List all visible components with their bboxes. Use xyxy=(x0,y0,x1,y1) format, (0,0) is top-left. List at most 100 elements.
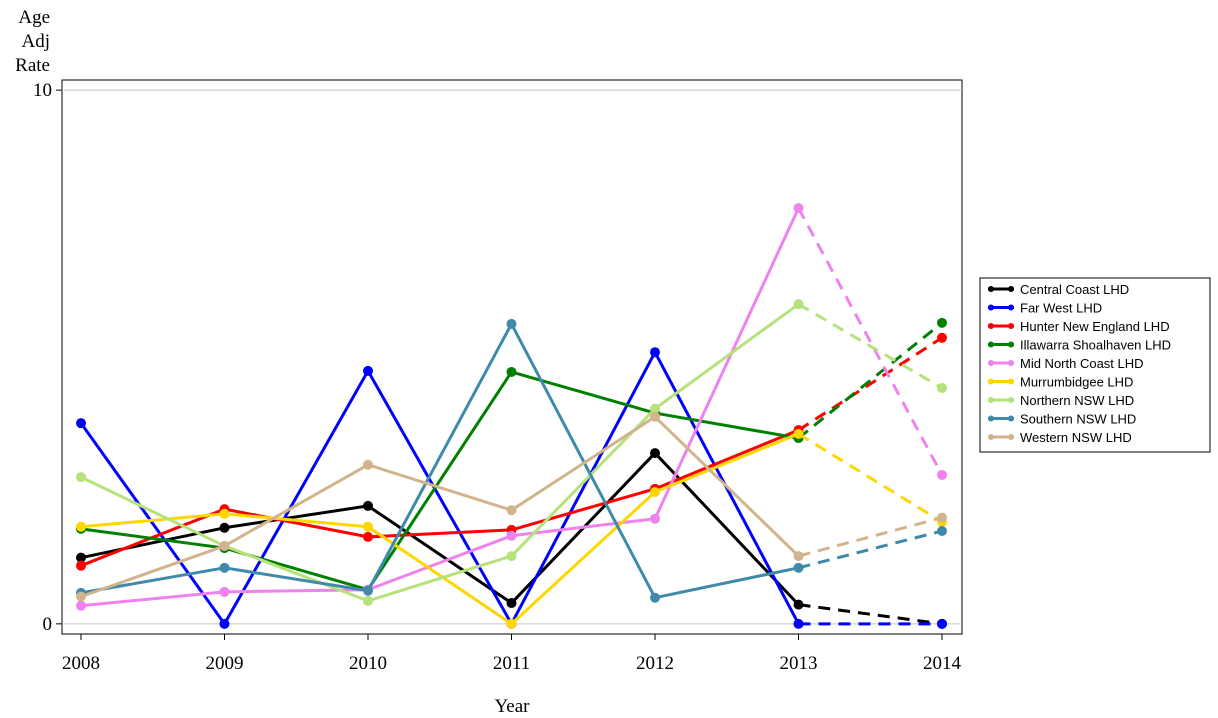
data-point xyxy=(937,525,947,536)
data-point xyxy=(506,530,517,541)
legend-label: Hunter New England LHD xyxy=(1020,319,1170,334)
data-point xyxy=(793,618,804,629)
legend-marker xyxy=(988,360,994,366)
series-line xyxy=(80,302,800,603)
legend-label: Southern NSW LHD xyxy=(1020,412,1136,427)
y-axis-label: Adj xyxy=(22,31,51,52)
x-tick-label: 2013 xyxy=(780,653,818,674)
data-point xyxy=(363,521,373,532)
legend-marker xyxy=(1008,286,1014,292)
legend-marker xyxy=(1008,323,1014,329)
data-point xyxy=(937,382,947,393)
legend-box xyxy=(979,277,1211,453)
legend-marker xyxy=(988,341,994,348)
data-point xyxy=(76,418,86,429)
series-line xyxy=(80,415,800,599)
x-tick-label: 2011 xyxy=(493,653,530,674)
series-dashed-line xyxy=(797,302,943,390)
legend-marker xyxy=(988,434,994,440)
data-point xyxy=(219,618,230,629)
legend-marker xyxy=(1008,378,1014,385)
series-dashed-line xyxy=(798,529,943,570)
x-tick-label: 2014 xyxy=(923,653,962,674)
series-line xyxy=(80,207,800,608)
x-tick-label: 2008 xyxy=(62,653,100,674)
series-line xyxy=(79,350,800,626)
series-line xyxy=(80,370,799,592)
series-line xyxy=(80,322,799,600)
data-point xyxy=(937,332,947,343)
data-point xyxy=(793,203,804,214)
legend-label: Illawarra Shoalhaven LHD xyxy=(1020,338,1171,353)
data-point xyxy=(76,472,86,483)
legend-label: Central Coast LHD xyxy=(1020,282,1129,297)
series-line xyxy=(80,428,800,568)
data-point xyxy=(219,540,230,551)
legend-marker xyxy=(988,397,994,403)
data-point xyxy=(506,366,517,377)
data-point xyxy=(219,586,230,597)
data-point xyxy=(793,562,804,573)
series-dashed-line xyxy=(797,336,943,432)
legend-label: Murrumbidgee LHD xyxy=(1020,375,1133,390)
legend-marker xyxy=(988,304,994,311)
data-point xyxy=(650,487,660,498)
data-point xyxy=(76,591,86,602)
data-point xyxy=(363,365,373,376)
series-line xyxy=(80,432,800,626)
data-point xyxy=(793,551,804,562)
legend-label: Northern NSW LHD xyxy=(1020,393,1134,408)
series-dashed-line xyxy=(797,432,943,524)
data-point xyxy=(363,500,373,511)
data-point xyxy=(650,448,660,459)
data-point xyxy=(650,513,660,524)
data-point xyxy=(76,600,86,611)
data-point xyxy=(506,505,517,516)
legend-marker xyxy=(1008,397,1014,403)
data-point xyxy=(506,318,517,329)
data-point xyxy=(793,599,804,610)
data-point xyxy=(506,618,517,629)
y-axis-label: Age xyxy=(18,7,50,28)
series-dashed-line xyxy=(798,516,943,558)
data-point xyxy=(650,592,660,603)
data-point xyxy=(76,560,86,571)
x-axis-label: Year xyxy=(494,696,530,717)
series-dashed-line xyxy=(797,207,944,476)
data-point xyxy=(506,551,517,562)
data-point xyxy=(937,618,947,629)
legend-marker xyxy=(1008,341,1014,348)
data-point xyxy=(363,595,373,606)
legend-marker xyxy=(988,286,994,292)
data-point xyxy=(363,585,373,596)
legend-label: Far West LHD xyxy=(1020,301,1102,316)
y-axis-label: Rate xyxy=(15,55,50,76)
x-tick-label: 2009 xyxy=(206,653,244,674)
data-point xyxy=(937,317,947,328)
data-point xyxy=(650,347,660,358)
data-point xyxy=(219,508,230,519)
data-point xyxy=(793,428,804,439)
legend-label: Mid North Coast LHD xyxy=(1020,356,1144,371)
series-dashed-line xyxy=(798,603,943,626)
x-tick-label: 2012 xyxy=(636,653,674,674)
y-tick-label: 10 xyxy=(33,80,52,101)
data-point xyxy=(506,598,517,609)
legend-marker xyxy=(1008,360,1014,366)
x-tick-label: 2010 xyxy=(349,653,387,674)
series-dashed-line xyxy=(797,321,943,440)
legend-label: Western NSW LHD xyxy=(1020,430,1132,445)
y-tick-label: 0 xyxy=(43,614,53,635)
legend-marker xyxy=(988,323,994,329)
data-point xyxy=(650,411,660,422)
data-point xyxy=(793,299,804,310)
legend-marker xyxy=(1008,415,1014,422)
data-point xyxy=(363,531,373,542)
legend-marker xyxy=(1008,434,1014,440)
data-point xyxy=(76,521,86,532)
legend-marker xyxy=(1008,304,1014,311)
legend-marker xyxy=(988,378,994,385)
data-point xyxy=(363,459,373,470)
legend-marker xyxy=(988,415,994,422)
